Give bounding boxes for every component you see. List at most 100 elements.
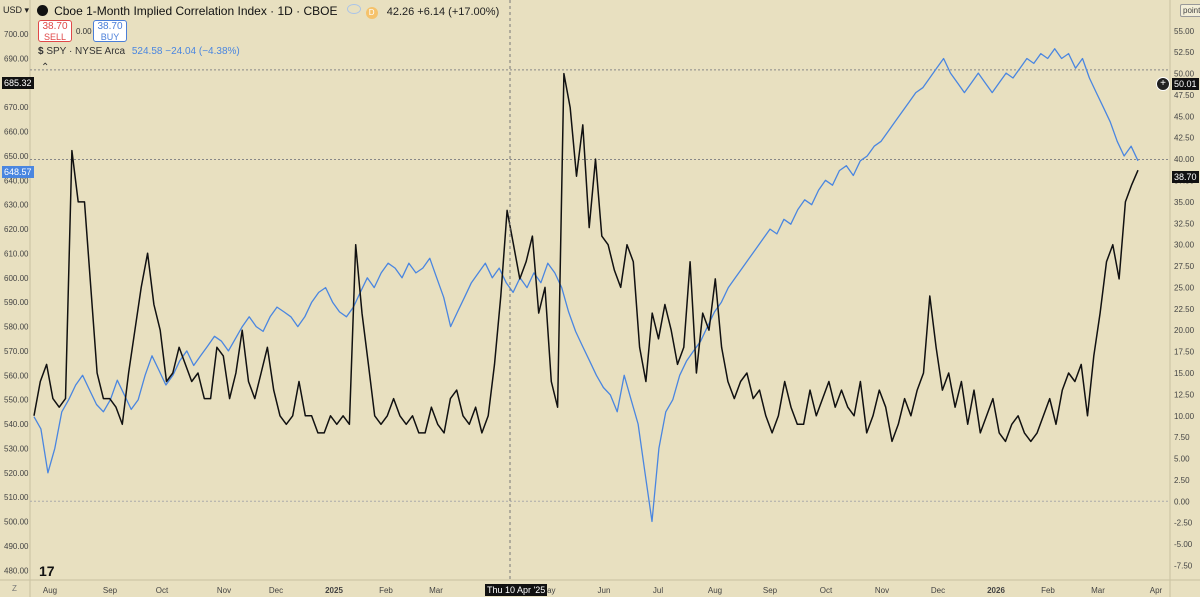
right-tick-label: 22.50 <box>1174 305 1195 314</box>
x-tick-label: 2025 <box>325 586 343 595</box>
symbol-quote: 42.26 +6.14 (+17.00%) <box>386 6 500 18</box>
left-tick-label: 480.00 <box>4 566 29 575</box>
left-tick-label: 550.00 <box>4 396 29 405</box>
left-tick-label: 660.00 <box>4 128 29 137</box>
x-tick-label: May <box>540 586 555 595</box>
left-tick-label: 600.00 <box>4 274 29 283</box>
x-tick-label: Feb <box>379 586 393 595</box>
x-tick-label: Nov <box>875 586 889 595</box>
left-tick-label: 540.00 <box>4 420 29 429</box>
left-tick-label: 650.00 <box>4 152 29 161</box>
spy-series-line <box>33 48 1139 523</box>
compare-quote: 524.58 −24.04 (−4.38%) <box>131 46 240 57</box>
buy-label: BUY <box>100 32 120 42</box>
x-tick-label: Dec <box>269 586 283 595</box>
right-tick-label: 45.00 <box>1174 112 1195 121</box>
right-tick-label: 27.50 <box>1174 262 1195 271</box>
cor-hline-label: 50.01 <box>1172 78 1199 90</box>
right-tick-label: 42.50 <box>1174 134 1195 143</box>
x-tick-label: Sep <box>763 586 778 595</box>
x-tick-label: Mar <box>429 586 443 595</box>
left-tick-label: 590.00 <box>4 298 29 307</box>
left-tick-label: 510.00 <box>4 493 29 502</box>
right-tick-label: 2.50 <box>1174 476 1190 485</box>
right-tick-label: 15.00 <box>1174 369 1195 378</box>
add-alert-icon[interactable]: + <box>1156 77 1170 91</box>
collapse-chevron-icon[interactable]: ⌃ <box>41 62 50 73</box>
x-tick-label: Jul <box>653 586 663 595</box>
right-tick-label: 32.50 <box>1174 219 1195 228</box>
left-tick-label: 690.00 <box>4 54 29 63</box>
x-tick-label: Oct <box>156 586 169 595</box>
compare-symbol-row[interactable]: $ SPY · NYSE Arca 524.58 −24.04 (−4.38%) <box>38 46 240 57</box>
right-tick-label: 17.50 <box>1174 348 1195 357</box>
x-tick-label: Aug <box>708 586 722 595</box>
spy-hline-label: 685.32 <box>2 77 34 89</box>
right-tick-label: 12.50 <box>1174 390 1195 399</box>
left-tick-label: 570.00 <box>4 347 29 356</box>
cor-price-label: 38.70 <box>1172 171 1199 183</box>
correlation-series-line <box>33 72 1139 443</box>
buy-button[interactable]: 38.70 BUY <box>93 20 127 42</box>
x-tick-label: Apr <box>1150 586 1163 595</box>
left-tick-label: 620.00 <box>4 225 29 234</box>
x-tick-label: Sep <box>103 586 118 595</box>
eye-icon[interactable] <box>346 4 361 14</box>
spy-price-label: 648.57 <box>2 166 34 178</box>
right-tick-label: 35.00 <box>1174 198 1195 207</box>
symbol-header[interactable]: Cboe 1-Month Implied Correlation Index ·… <box>37 4 499 19</box>
right-tick-label: -7.50 <box>1174 561 1193 570</box>
symbol-dot-icon <box>37 5 48 16</box>
right-tick-label: -2.50 <box>1174 519 1193 528</box>
x-tick-label: Aug <box>43 586 57 595</box>
right-tick-label: 30.00 <box>1174 241 1195 250</box>
right-tick-label: 47.50 <box>1174 91 1195 100</box>
right-tick-label: 40.00 <box>1174 155 1195 164</box>
zoom-reset-icon[interactable]: Z <box>12 584 17 593</box>
right-tick-label: -5.00 <box>1174 540 1193 549</box>
left-tick-label: 560.00 <box>4 371 29 380</box>
tradingview-logo[interactable]: 17 <box>39 563 55 579</box>
x-tick-label: Nov <box>217 586 231 595</box>
right-tick-label: 20.00 <box>1174 326 1195 335</box>
left-tick-label: 520.00 <box>4 469 29 478</box>
left-tick-label: 670.00 <box>4 103 29 112</box>
x-tick-label: Mar <box>1091 586 1105 595</box>
symbol-title: Cboe 1-Month Implied Correlation Index ·… <box>54 4 338 18</box>
right-tick-label: 0.00 <box>1174 497 1190 506</box>
x-tick-label: Jun <box>598 586 611 595</box>
right-tick-label: 5.00 <box>1174 455 1190 464</box>
x-tick-label: Feb <box>1041 586 1055 595</box>
left-tick-label: 640.00 <box>4 176 29 185</box>
right-tick-label: 52.50 <box>1174 48 1195 57</box>
right-tick-label: 10.00 <box>1174 412 1195 421</box>
currency-selector[interactable]: USD ▾ <box>3 5 29 16</box>
sell-button[interactable]: 38.70 SELL <box>38 20 72 42</box>
right-axis-unit[interactable]: point <box>1180 4 1200 17</box>
currency-label: USD <box>3 5 23 15</box>
dollar-icon: $ <box>38 46 44 57</box>
x-tick-label: 2026 <box>987 586 1005 595</box>
data-delay-badge[interactable]: D <box>365 7 378 19</box>
right-tick-label: 50.00 <box>1174 70 1195 79</box>
compare-symbol: SPY · NYSE Arca <box>46 46 126 57</box>
x-tick-label: Dec <box>931 586 945 595</box>
x-tick-label: Oct <box>820 586 833 595</box>
left-tick-label: 630.00 <box>4 201 29 210</box>
left-tick-label: 490.00 <box>4 542 29 551</box>
right-tick-label: 55.00 <box>1174 27 1195 36</box>
crosshair-date-label: Thu 10 Apr '25 <box>485 584 548 596</box>
left-tick-label: 500.00 <box>4 518 29 527</box>
right-tick-label: 25.00 <box>1174 283 1195 292</box>
right-tick-label: 7.50 <box>1174 433 1190 442</box>
spread-value: 0.00 <box>76 27 92 36</box>
left-tick-label: 610.00 <box>4 249 29 258</box>
sell-label: SELL <box>43 32 67 42</box>
sell-price: 38.70 <box>42 21 68 32</box>
chevron-down-icon: ▾ <box>24 5 30 15</box>
buy-price: 38.70 <box>97 21 123 32</box>
left-tick-label: 700.00 <box>4 30 29 39</box>
left-tick-label: 580.00 <box>4 323 29 332</box>
left-tick-label: 530.00 <box>4 444 29 453</box>
